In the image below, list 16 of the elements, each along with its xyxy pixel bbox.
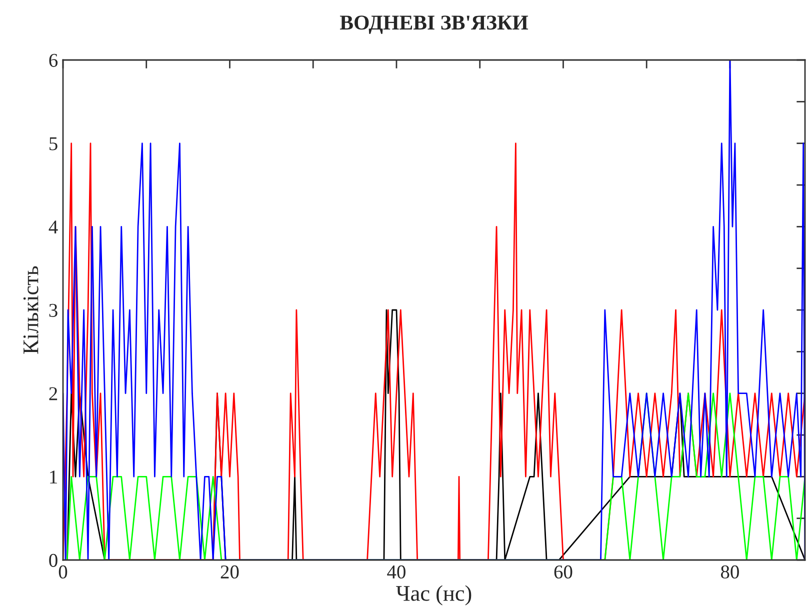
x-tick-label: 0: [58, 565, 68, 579]
y-axis-title: Кількість: [23, 266, 38, 354]
chart-title: ВОДНЕВІ ЗВ'ЯЗКИ: [340, 16, 528, 34]
x-axis-title: Час (нс): [396, 585, 472, 606]
y-tick-label: 3: [49, 304, 58, 317]
x-tick-label: 60: [554, 565, 572, 579]
x-tick-label: 20: [220, 565, 239, 579]
y-tick-label: 1: [50, 470, 57, 484]
y-tick-label: 6: [49, 54, 58, 67]
y-tick-label: 5: [50, 137, 58, 150]
y-tick-label: 4: [48, 220, 58, 234]
x-tick-label: 80: [720, 565, 739, 579]
x-tick-label: 40: [387, 565, 406, 579]
line-series: [63, 60, 805, 560]
y-tick-label: 2: [49, 387, 58, 400]
y-tick-label: 0: [49, 554, 58, 567]
